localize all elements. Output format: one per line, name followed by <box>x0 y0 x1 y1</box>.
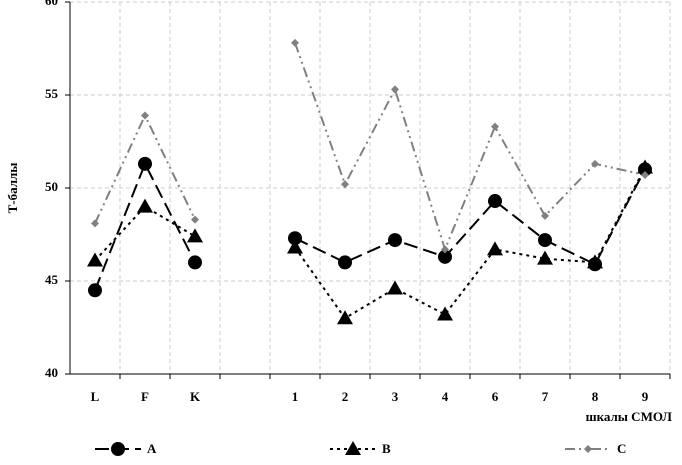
marker <box>438 249 452 264</box>
x-tick-label: L <box>91 389 100 404</box>
marker <box>541 211 549 220</box>
y-tick-label: 40 <box>45 365 58 380</box>
marker <box>345 441 361 455</box>
marker <box>387 280 403 295</box>
x-tick-label: 8 <box>592 389 599 404</box>
marker <box>187 228 203 243</box>
marker <box>491 122 499 131</box>
marker <box>138 156 152 171</box>
series-line <box>94 167 646 320</box>
marker <box>111 442 125 456</box>
y-tick-label: 55 <box>45 86 59 101</box>
legend-label: A <box>147 441 157 456</box>
x-axis-label: шкалы СМОЛ <box>586 409 673 424</box>
legend-label: B <box>382 441 391 456</box>
marker <box>388 233 402 248</box>
marker <box>191 215 199 224</box>
marker <box>391 85 399 94</box>
x-tick-label: 3 <box>392 389 399 404</box>
marker <box>441 245 449 254</box>
marker <box>291 38 299 47</box>
legend-label: C <box>617 441 626 456</box>
y-tick-label: 60 <box>45 0 58 8</box>
x-tick-label: 1 <box>292 389 299 404</box>
y-tick-label: 45 <box>45 272 59 287</box>
x-tick-label: K <box>190 389 201 404</box>
x-tick-label: 7 <box>542 389 549 404</box>
marker <box>141 111 149 120</box>
x-tick-label: 4 <box>442 389 449 404</box>
marker <box>88 283 102 298</box>
x-tick-label: F <box>141 389 149 404</box>
y-axis-label: Т-баллы <box>5 163 20 214</box>
marker <box>338 255 352 270</box>
marker <box>587 254 603 269</box>
marker <box>87 252 103 267</box>
marker <box>188 255 202 270</box>
marker <box>437 306 453 321</box>
marker <box>288 231 302 246</box>
marker <box>488 194 502 209</box>
marker <box>487 241 503 256</box>
marker <box>337 310 353 325</box>
marker <box>287 239 303 254</box>
marker <box>91 219 99 228</box>
marker <box>537 250 553 265</box>
x-tick-label: 6 <box>492 389 499 404</box>
marker <box>137 198 153 213</box>
marker <box>641 170 649 179</box>
marker <box>637 159 653 174</box>
marker <box>538 233 552 248</box>
series-line <box>94 161 646 291</box>
x-tick-label: 2 <box>342 389 349 404</box>
marker <box>591 159 599 168</box>
y-tick-label: 50 <box>45 179 58 194</box>
marker <box>584 445 592 453</box>
marker <box>341 180 349 189</box>
x-tick-label: 9 <box>642 389 649 404</box>
